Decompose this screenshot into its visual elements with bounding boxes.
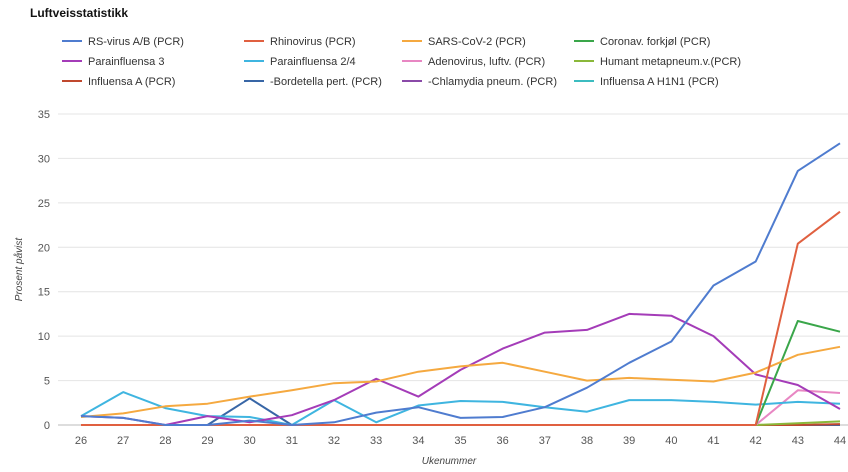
x-tick-label: 32 [328,435,340,447]
x-axis-title: Ukenummer [422,456,477,467]
x-tick-label: 37 [539,435,551,447]
legend-label: Adenovirus, luftv. (PCR) [428,56,545,68]
legend-label: Parainfluensa 2/4 [270,56,356,68]
x-tick-label: 39 [623,435,635,447]
y-tick-label: 10 [38,331,50,343]
legend-label: Parainfluensa 3 [88,56,164,68]
legend-label: Rhinovirus (PCR) [270,36,356,48]
x-tick-label: 33 [370,435,382,447]
series-line [81,210,841,426]
y-tick-label: 15 [38,287,50,299]
x-tick-label: 38 [581,435,593,447]
x-tick-label: 26 [75,435,87,447]
legend-label: Influensa A H1N1 (PCR) [600,76,719,88]
legend-label: -Chlamydia pneum. (PCR) [428,76,557,88]
chart-title: Luftveisstatistikk [30,6,129,20]
x-tick-label: 28 [159,435,171,447]
y-tick-label: 20 [38,242,50,254]
series-line [80,312,841,426]
x-tick-label: 42 [750,435,762,447]
series-line [80,391,841,426]
y-tick-label: 0 [44,420,50,432]
y-axis-title: Prosent påvist [13,237,25,302]
y-tick-label: 30 [38,153,50,165]
x-tick-label: 31 [286,435,298,447]
legend-label: -Bordetella pert. (PCR) [270,76,382,88]
x-tick-label: 29 [201,435,213,447]
y-tick-label: 35 [38,109,50,121]
y-tick-label: 5 [44,376,50,388]
series-line [81,389,841,426]
legend-label: Influensa A (PCR) [88,76,175,88]
x-tick-label: 35 [454,435,466,447]
x-tick-label: 36 [497,435,509,447]
x-tick-label: 41 [707,435,719,447]
legend-label: SARS-CoV-2 (PCR) [428,36,526,48]
legend-label: Coronav. forkjøl (PCR) [600,36,710,48]
series-line [80,142,841,426]
x-tick-label: 43 [792,435,804,447]
y-tick-label: 25 [38,198,50,210]
x-tick-label: 27 [117,435,129,447]
legend-label: RS-virus A/B (PCR) [88,36,184,48]
x-tick-label: 44 [834,435,846,447]
x-tick-label: 30 [244,435,256,447]
x-tick-label: 34 [412,435,424,447]
series-line [80,345,841,418]
x-tick-label: 40 [665,435,677,447]
legend-label: Humant metapneum.v.(PCR) [600,56,741,68]
